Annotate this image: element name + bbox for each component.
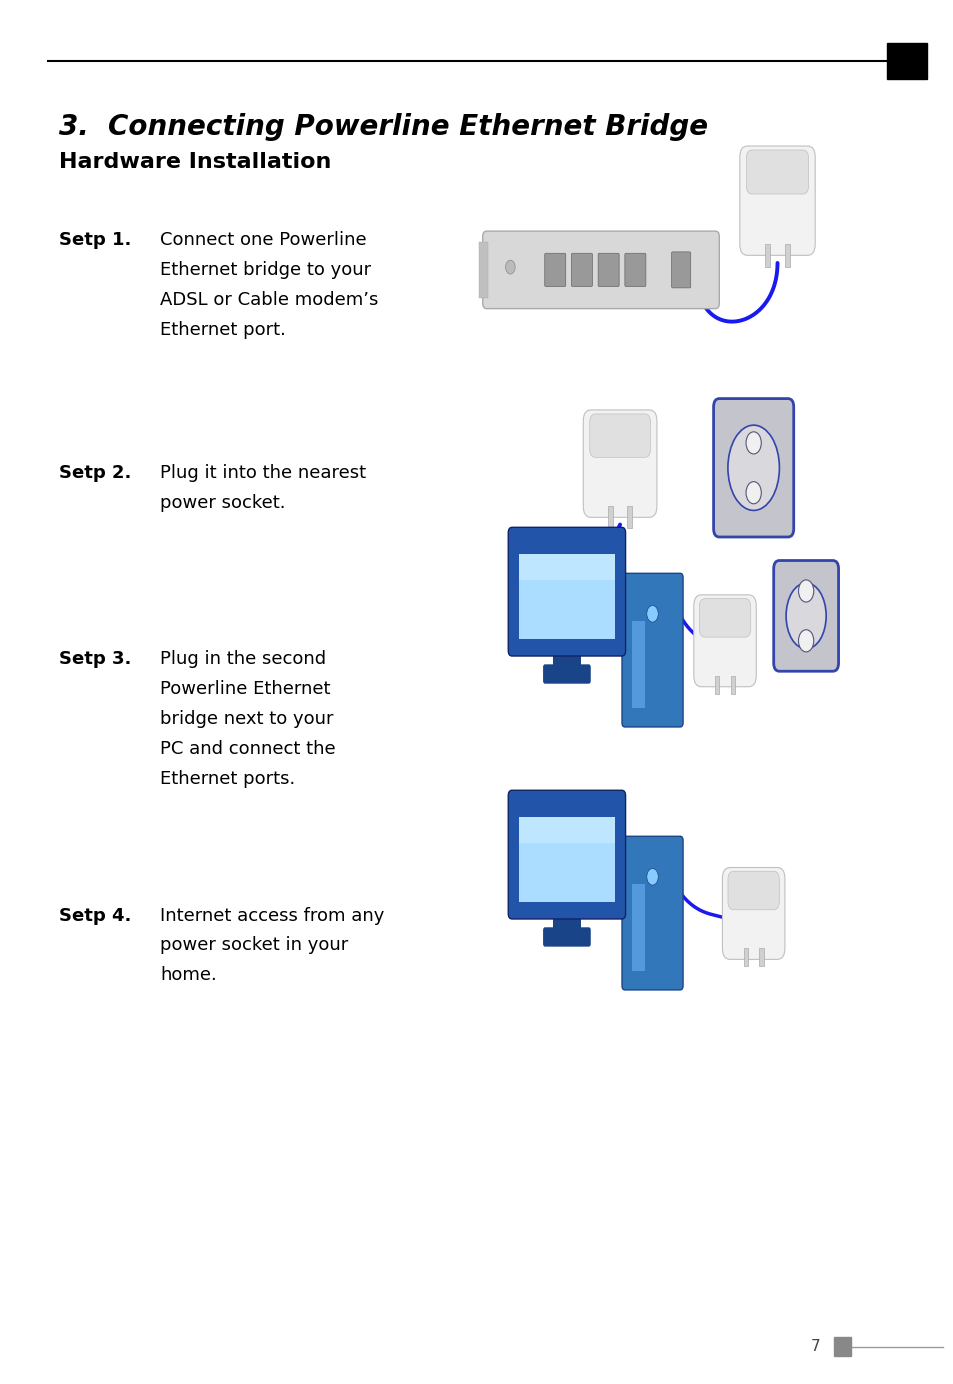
FancyBboxPatch shape (624, 253, 645, 286)
FancyBboxPatch shape (508, 527, 625, 656)
FancyArrow shape (553, 913, 580, 938)
Bar (730, 675, 734, 693)
Ellipse shape (727, 425, 779, 511)
Bar (764, 244, 769, 267)
Text: Setp 2.: Setp 2. (59, 464, 132, 482)
Text: Connect one Powerline
Ethernet bridge to your
ADSL or Cable modem’s
Ethernet por: Connect one Powerline Ethernet bridge to… (160, 231, 378, 339)
Bar (631, 621, 644, 709)
FancyBboxPatch shape (727, 872, 779, 909)
Circle shape (646, 869, 658, 886)
Bar (886, 43, 926, 79)
Circle shape (745, 482, 760, 504)
FancyBboxPatch shape (671, 252, 690, 288)
FancyBboxPatch shape (721, 868, 784, 959)
FancyBboxPatch shape (544, 253, 565, 286)
FancyBboxPatch shape (621, 573, 682, 727)
Bar (607, 507, 613, 529)
Text: 7: 7 (810, 1340, 820, 1354)
FancyBboxPatch shape (482, 231, 719, 309)
FancyBboxPatch shape (542, 927, 590, 947)
Text: Plug it into the nearest
power socket.: Plug it into the nearest power socket. (160, 464, 366, 512)
Bar (631, 884, 644, 972)
FancyBboxPatch shape (693, 595, 756, 686)
Text: Setp 1.: Setp 1. (59, 231, 132, 249)
FancyBboxPatch shape (571, 253, 592, 286)
FancyBboxPatch shape (740, 147, 814, 255)
FancyBboxPatch shape (773, 561, 838, 671)
Text: Hardware Installation: Hardware Installation (59, 152, 332, 172)
FancyBboxPatch shape (542, 664, 590, 684)
Bar (784, 244, 789, 267)
FancyBboxPatch shape (598, 253, 618, 286)
Text: Internet access from any
power socket in your
home.: Internet access from any power socket in… (160, 907, 384, 984)
Circle shape (505, 260, 515, 274)
FancyBboxPatch shape (621, 836, 682, 990)
Bar (518, 817, 615, 843)
Bar (715, 675, 719, 693)
Circle shape (745, 432, 760, 454)
Bar (743, 948, 747, 966)
Text: Setp 3.: Setp 3. (59, 650, 132, 668)
Bar (759, 948, 762, 966)
Ellipse shape (785, 583, 825, 649)
Bar (518, 554, 615, 639)
Text: 3.  Connecting Powerline Ethernet Bridge: 3. Connecting Powerline Ethernet Bridge (59, 113, 707, 141)
FancyArrow shape (553, 650, 580, 675)
Text: Plug in the second
Powerline Ethernet
bridge next to your
PC and connect the
Eth: Plug in the second Powerline Ethernet br… (160, 650, 335, 787)
Circle shape (646, 606, 658, 623)
FancyBboxPatch shape (589, 414, 650, 457)
FancyBboxPatch shape (713, 399, 793, 537)
FancyBboxPatch shape (582, 410, 657, 518)
Bar (478, 242, 488, 298)
Circle shape (798, 580, 813, 602)
Circle shape (798, 630, 813, 652)
Bar (833, 1337, 850, 1356)
FancyBboxPatch shape (699, 599, 750, 637)
Bar (518, 817, 615, 902)
FancyBboxPatch shape (745, 149, 808, 194)
Bar (626, 507, 632, 529)
FancyBboxPatch shape (508, 790, 625, 919)
Bar (518, 554, 615, 580)
Text: Setp 4.: Setp 4. (59, 907, 132, 925)
